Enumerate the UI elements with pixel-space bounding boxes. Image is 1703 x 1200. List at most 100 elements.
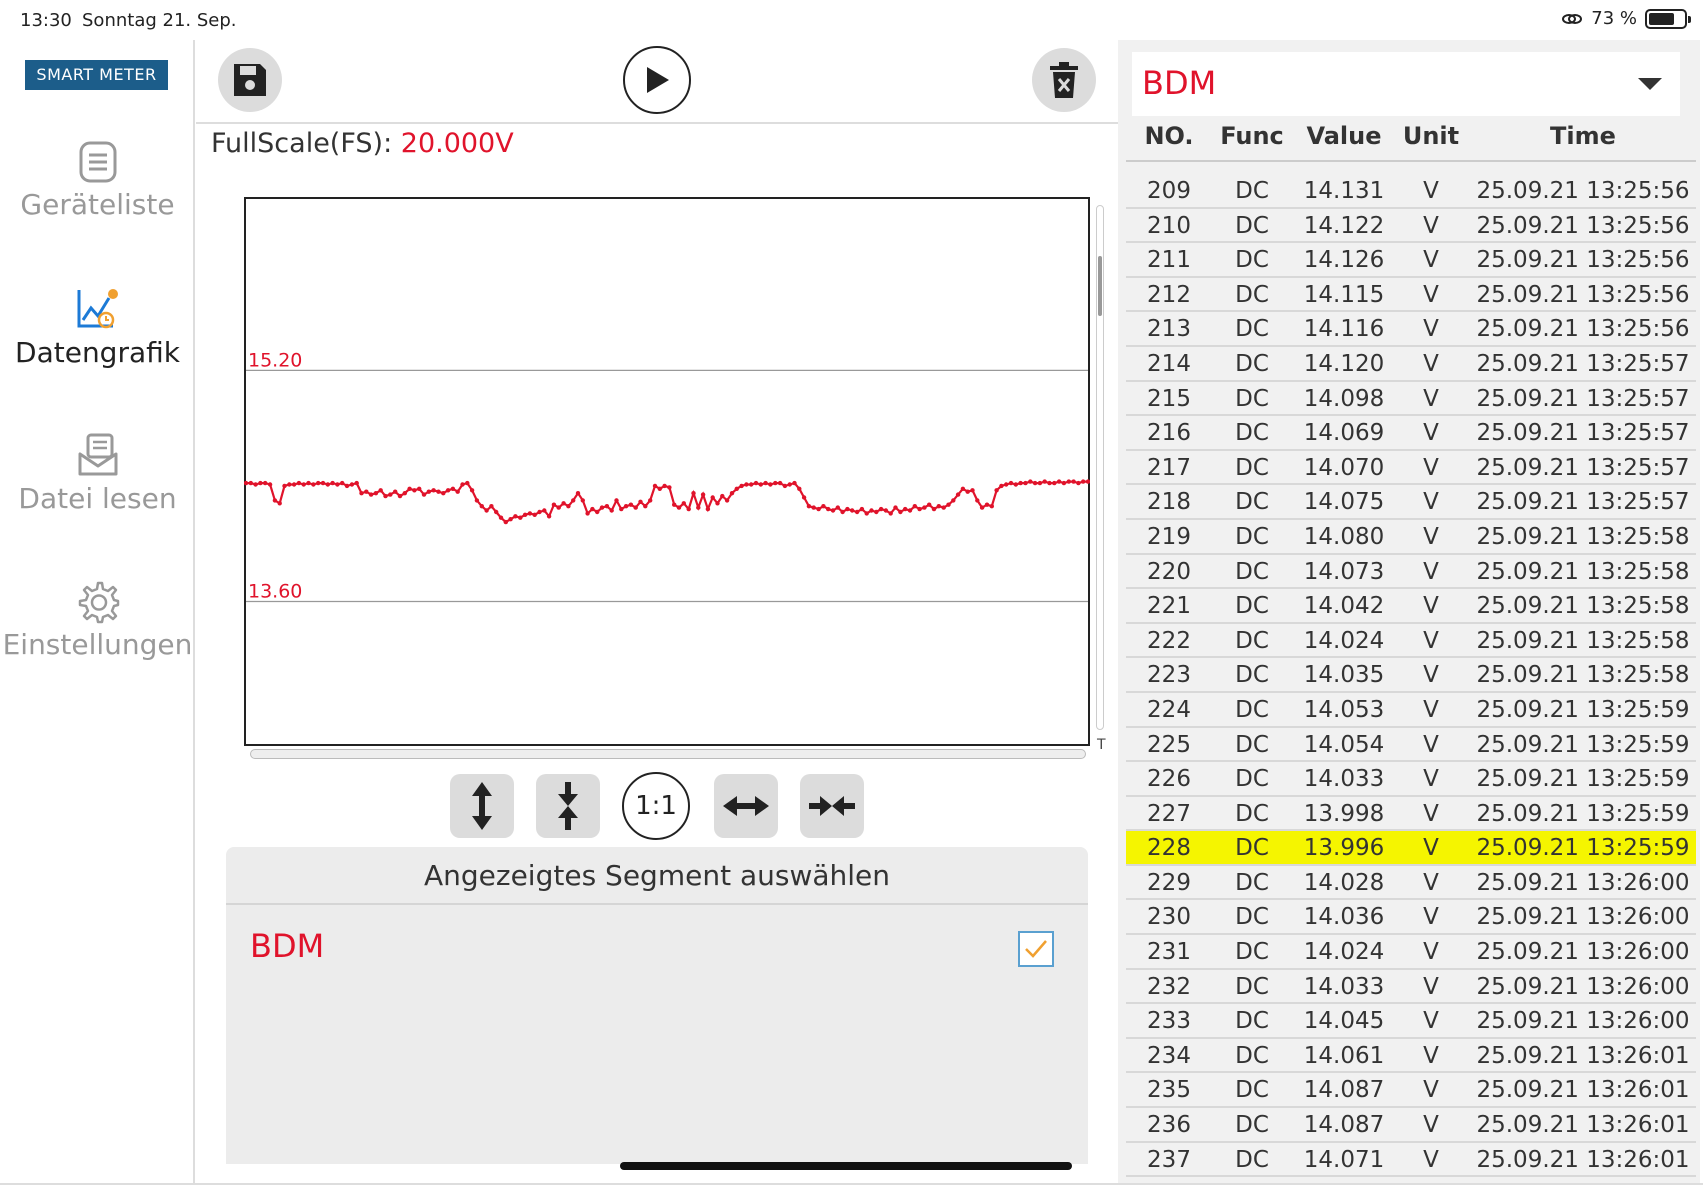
table-row[interactable]: 216 DC 14.069 V 25.09.21 13:25:57 <box>1126 416 1696 451</box>
cell-value: 14.036 <box>1303 904 1385 931</box>
cell-func: DC <box>1235 1146 1269 1173</box>
cell-value: 14.116 <box>1303 316 1385 343</box>
sidebar-item-geraeteliste[interactable]: Geräteliste <box>0 140 195 221</box>
table-row[interactable]: 234 DC 14.061 V 25.09.21 13:26:01 <box>1126 1039 1696 1074</box>
data-point <box>1032 480 1038 486</box>
table-row[interactable]: 220 DC 14.073 V 25.09.21 13:25:58 <box>1126 555 1696 590</box>
save-button[interactable] <box>218 48 282 112</box>
data-point <box>580 498 585 503</box>
data-point <box>768 482 773 487</box>
data-point <box>556 505 561 510</box>
data-point <box>854 509 860 515</box>
data-point <box>258 480 263 486</box>
vertical-scrollbar-thumb[interactable] <box>1098 256 1102 316</box>
table-row[interactable]: 221 DC 14.042 V 25.09.21 13:25:58 <box>1126 589 1696 624</box>
cell-no: 214 <box>1147 350 1191 377</box>
table-row[interactable]: 225 DC 14.054 V 25.09.21 13:25:59 <box>1126 728 1696 763</box>
play-button[interactable] <box>623 46 691 114</box>
segment-item[interactable]: BDM <box>226 905 1088 989</box>
data-point <box>826 506 831 512</box>
cell-no: 234 <box>1147 1042 1191 1069</box>
cell-func: DC <box>1235 523 1269 550</box>
table-row[interactable]: 223 DC 14.035 V 25.09.21 13:25:58 <box>1126 658 1696 693</box>
data-point <box>484 508 489 513</box>
table-row[interactable]: 231 DC 14.024 V 25.09.21 13:26:00 <box>1126 935 1696 970</box>
data-point <box>368 492 374 497</box>
table-row[interactable]: 215 DC 14.098 V 25.09.21 13:25:57 <box>1126 382 1696 417</box>
table-row[interactable]: 235 DC 14.087 V 25.09.21 13:26:01 <box>1126 1073 1696 1109</box>
table-row[interactable]: 232 DC 14.033 V 25.09.21 13:26:00 <box>1126 970 1696 1005</box>
cell-unit: V <box>1423 1008 1439 1035</box>
zoom-out-horizontal-button[interactable] <box>800 774 864 838</box>
cell-unit: V <box>1423 523 1439 550</box>
table-row[interactable]: 211 DC 14.126 V 25.09.21 13:25:56 <box>1126 243 1696 278</box>
cell-unit: V <box>1423 1042 1439 1069</box>
fullscale-readout: FullScale(FS): 20.000V <box>211 128 514 159</box>
table-row[interactable]: 228 DC 13.996 V 25.09.21 13:25:59 <box>1126 831 1696 866</box>
cell-unit: V <box>1423 593 1439 620</box>
segment-title: Angezeigtes Segment auswählen <box>226 847 1088 905</box>
table-row[interactable]: 233 DC 14.045 V 25.09.21 13:26:00 <box>1126 1004 1696 1039</box>
cell-time: 25.09.21 13:25:58 <box>1476 662 1690 689</box>
segment-item-name: BDM <box>250 927 325 965</box>
reset-zoom-button[interactable]: 1:1 <box>622 772 690 840</box>
table-row[interactable]: 236 DC 14.087 V 25.09.21 13:26:01 <box>1126 1108 1696 1143</box>
table-row[interactable]: 212 DC 14.115 V 25.09.21 13:25:56 <box>1126 278 1696 313</box>
cell-value: 14.024 <box>1303 627 1385 654</box>
fullscale-value: 20.000V <box>400 128 514 159</box>
data-point <box>1023 480 1028 486</box>
data-table[interactable]: 209 DC 14.131 V 25.09.21 13:25:56 210 DC 14.122… <box>1126 174 1696 1185</box>
data-point <box>325 482 330 487</box>
data-point <box>850 508 855 513</box>
delete-button[interactable] <box>1032 48 1096 112</box>
sidebar-item-einstellungen[interactable]: Einstellungen <box>0 580 195 661</box>
cell-value: 13.996 <box>1303 835 1385 862</box>
vertical-scrollbar[interactable] <box>1096 205 1104 730</box>
data-point <box>513 514 518 519</box>
table-row[interactable]: 209 DC 14.131 V 25.09.21 13:25:56 <box>1126 174 1696 209</box>
table-row[interactable]: 219 DC 14.080 V 25.09.21 13:25:58 <box>1126 520 1696 555</box>
link-icon <box>1562 13 1583 24</box>
cell-value: 14.131 <box>1303 178 1385 204</box>
segment-checkbox[interactable] <box>1018 931 1054 967</box>
table-row[interactable]: 226 DC 14.033 V 25.09.21 13:25:59 <box>1126 762 1696 797</box>
horizontal-scrollbar[interactable] <box>250 749 1086 759</box>
data-point <box>965 489 970 494</box>
table-row[interactable]: 224 DC 14.053 V 25.09.21 13:25:59 <box>1126 693 1696 728</box>
cell-func: DC <box>1235 316 1269 343</box>
data-point <box>835 505 840 510</box>
zoom-in-vertical-button[interactable] <box>450 774 514 838</box>
data-point <box>349 482 355 487</box>
cell-no: 219 <box>1147 523 1191 550</box>
cell-value: 14.061 <box>1303 1042 1385 1069</box>
voltage-chart[interactable]: 15.20 13.60 <box>243 197 1091 746</box>
cell-value: 14.070 <box>1303 454 1385 481</box>
zoom-out-vertical-button[interactable] <box>536 774 600 838</box>
sidebar-item-datei-lesen[interactable]: Datei lesen <box>0 432 195 515</box>
table-row[interactable]: 237 DC 14.071 V 25.09.21 13:26:01 <box>1126 1143 1696 1178</box>
cell-value: 14.120 <box>1303 350 1385 377</box>
zoom-in-horizontal-button[interactable] <box>714 774 778 838</box>
table-row[interactable]: 218 DC 14.075 V 25.09.21 13:25:57 <box>1126 485 1696 520</box>
segment-panel: Angezeigtes Segment auswählen BDM <box>226 847 1088 1164</box>
cell-time: 25.09.21 13:25:57 <box>1476 350 1690 377</box>
cell-time: 25.09.21 13:26:01 <box>1476 1042 1690 1069</box>
sidebar-item-datengrafik[interactable]: Datengrafik <box>0 286 195 369</box>
data-point <box>999 483 1004 489</box>
table-row[interactable]: 227 DC 13.998 V 25.09.21 13:25:59 <box>1126 797 1696 832</box>
table-row[interactable]: 222 DC 14.024 V 25.09.21 13:25:58 <box>1126 624 1696 659</box>
cell-unit: V <box>1423 973 1439 1000</box>
data-point <box>388 492 393 497</box>
table-row[interactable]: 230 DC 14.036 V 25.09.21 13:26:00 <box>1126 900 1696 936</box>
table-row[interactable]: 210 DC 14.122 V 25.09.21 13:25:56 <box>1126 209 1696 244</box>
table-row[interactable]: 217 DC 14.070 V 25.09.21 13:25:57 <box>1126 451 1696 486</box>
home-indicator[interactable] <box>620 1162 1072 1170</box>
table-row[interactable]: 214 DC 14.120 V 25.09.21 13:25:57 <box>1126 347 1696 382</box>
table-row[interactable]: 213 DC 14.116 V 25.09.21 13:25:56 <box>1126 312 1696 347</box>
cell-value: 14.053 <box>1303 696 1385 723</box>
table-row[interactable]: 229 DC 14.028 V 25.09.21 13:26:00 <box>1126 866 1696 901</box>
data-point <box>498 515 504 520</box>
data-point <box>1037 480 1043 486</box>
data-point <box>287 482 292 487</box>
device-select[interactable]: BDM <box>1132 52 1680 116</box>
